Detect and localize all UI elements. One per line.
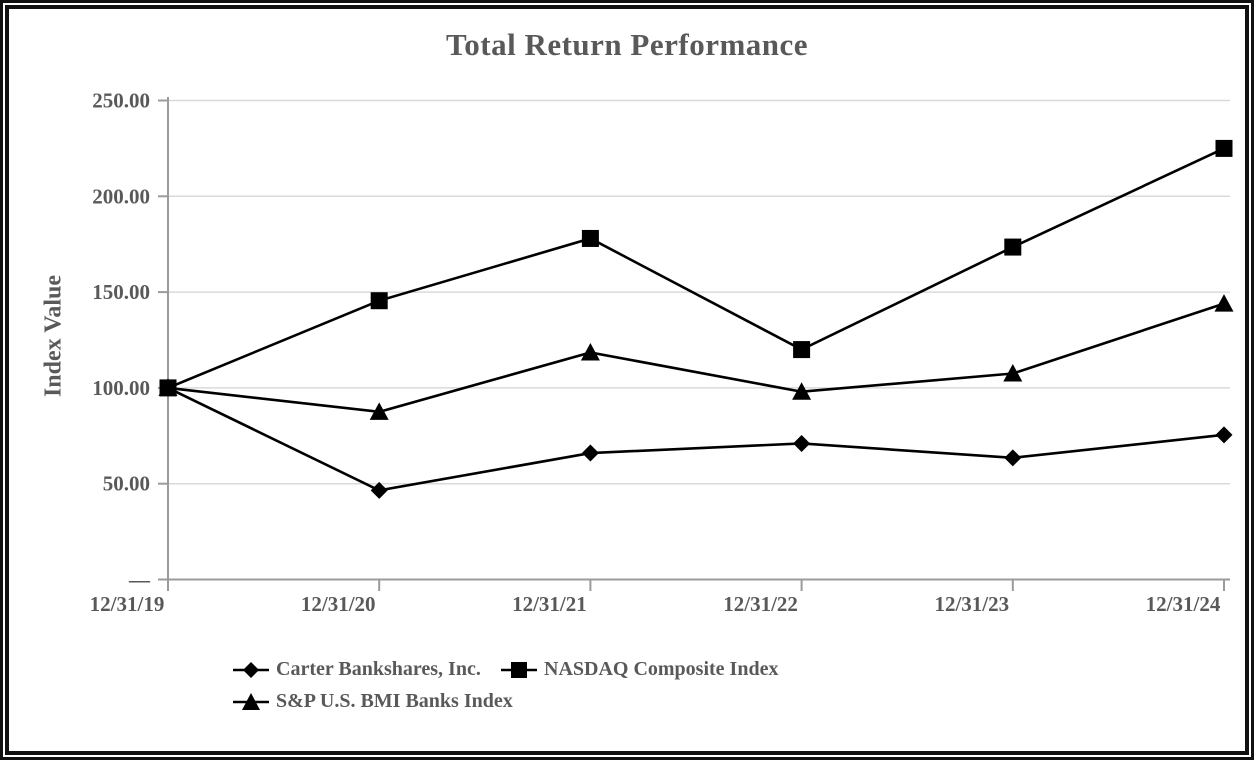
- svg-text:50.00: 50.00: [103, 472, 150, 496]
- x-axis-tick-labels: 12/31/19 12/31/20 12/31/21 12/31/22 12/31/23…: [90, 592, 1221, 616]
- svg-text:12/31/24: 12/31/24: [1146, 592, 1221, 616]
- svg-text:150.00: 150.00: [92, 280, 150, 304]
- triangle-marker-icon: [233, 692, 269, 710]
- legend-item-sp-bmi-banks: S&P U.S. BMI Banks Index: [233, 690, 513, 713]
- y-axis-tick-labels: — 50.00 100.00 150.00 200.00 250.00: [92, 89, 151, 592]
- chart-title: Total Return Performance: [445, 27, 809, 62]
- legend-item-nasdaq-composite: NASDAQ Composite Index: [501, 658, 778, 681]
- svg-text:100.00: 100.00: [92, 376, 150, 400]
- svg-text:250.00: 250.00: [92, 89, 150, 113]
- series-s-p-u-s-bmi-banks-index: [158, 294, 1234, 420]
- axes: [158, 97, 1230, 591]
- svg-text:12/31/23: 12/31/23: [934, 592, 1009, 616]
- legend-label-sp-bmi-banks: S&P U.S. BMI Banks Index: [276, 690, 513, 712]
- series-nasdaq-composite-index: [159, 139, 1233, 397]
- gridlines: [168, 99, 1230, 485]
- series-carter-bankshares-inc: [159, 379, 1233, 499]
- svg-text:12/31/22: 12/31/22: [723, 592, 798, 616]
- svg-text:12/31/20: 12/31/20: [301, 592, 376, 616]
- svg-text:12/31/21: 12/31/21: [512, 592, 587, 616]
- diamond-marker-icon: [233, 661, 269, 678]
- svg-text:12/31/19: 12/31/19: [90, 592, 165, 616]
- svg-text:200.00: 200.00: [92, 184, 150, 208]
- square-marker-icon: [501, 661, 537, 678]
- legend-item-carter-bankshares: Carter Bankshares, Inc.: [233, 658, 481, 681]
- svg-text:—: —: [128, 568, 151, 592]
- legend-label-nasdaq-composite: NASDAQ Composite Index: [544, 658, 779, 680]
- legend-label-carter-bankshares: Carter Bankshares, Inc.: [276, 658, 481, 680]
